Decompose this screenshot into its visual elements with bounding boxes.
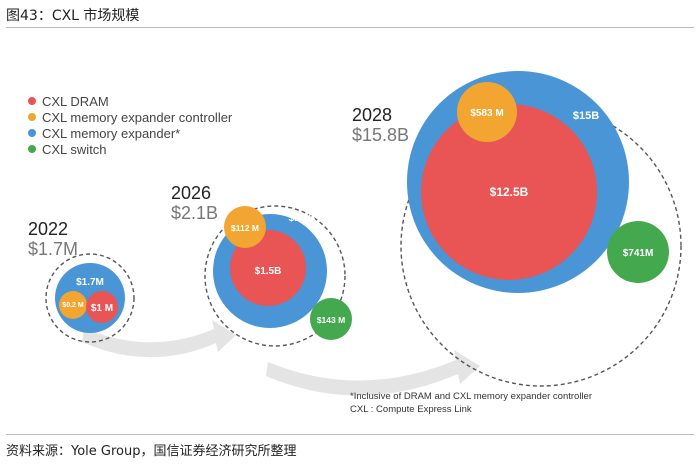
label-2026-controller: $112 M xyxy=(231,223,259,233)
legend-label-controller: CXL memory expander controller xyxy=(42,109,233,125)
bubble-2028-controller xyxy=(457,82,517,142)
legend-label-switch: CXL switch xyxy=(42,141,107,157)
label-2022-controller: $0.2 M xyxy=(62,302,84,309)
label-2026-expander: $1.9B xyxy=(289,213,316,224)
legend-dot-dram xyxy=(28,97,36,105)
bubble-2026-controller xyxy=(224,206,266,248)
label-2028-switch: $741M xyxy=(623,248,654,259)
total-2026: $2.1B xyxy=(171,203,219,223)
label-2022-dram: $1 M xyxy=(91,303,113,314)
footnote-cxl: CXL : Compute Express Link xyxy=(350,404,472,415)
footnote-inclusive: *Inclusive of DRAM and CXL memory expand… xyxy=(350,391,592,402)
arrow-2022-2026 xyxy=(82,320,236,358)
legend-item-switch: CXL switch xyxy=(28,141,232,157)
bubble-2026-switch xyxy=(310,298,352,340)
year-label-2028: 2028 $15.8B xyxy=(352,105,409,145)
label-2028-dram: $12.5B xyxy=(490,185,529,199)
year-label-2026: 2026 $2.1B xyxy=(171,183,218,223)
legend-label-dram: CXL DRAM xyxy=(42,93,109,109)
total-2022: $1.7M xyxy=(28,239,79,259)
arrow-2026-2028 xyxy=(266,350,480,396)
bubble-2028-dram xyxy=(421,104,597,280)
bubble-2026-dram xyxy=(230,230,306,306)
legend-item-controller: CXL memory expander controller xyxy=(28,109,232,125)
outline-2022 xyxy=(45,253,135,343)
legend-dot-switch xyxy=(28,145,36,153)
outline-2026 xyxy=(204,205,346,347)
year-2022: 2022 xyxy=(28,219,69,239)
bubble-2022-controller xyxy=(59,291,87,319)
legend-item-expander: CXL memory expander* xyxy=(28,125,232,141)
legend-dot-expander xyxy=(28,129,36,137)
label-2028-controller: $583 M xyxy=(470,108,503,119)
bubble-2028-switch xyxy=(607,221,669,283)
label-2026-switch: $143 M xyxy=(317,315,345,325)
legend: CXL DRAM CXL memory expander controller … xyxy=(28,93,232,157)
top-divider xyxy=(6,27,694,28)
legend-dot-controller xyxy=(28,113,36,121)
total-2028: $15.8B xyxy=(352,125,410,145)
year-2026: 2026 xyxy=(171,183,212,203)
figure-title: 图43：CXL 市场规模 xyxy=(6,8,140,24)
bottom-divider xyxy=(6,434,694,435)
label-2028-expander: $15B xyxy=(573,110,599,122)
year-2028: 2028 xyxy=(352,105,393,125)
source-note: 资料来源：Yole Group，国信证券经济研究所整理 xyxy=(6,444,297,459)
footnotes: *Inclusive of DRAM and CXL memory expand… xyxy=(350,390,592,416)
year-label-2022: 2022 $1.7M xyxy=(28,219,78,259)
legend-item-dram: CXL DRAM xyxy=(28,93,232,109)
bubble-2022-dram xyxy=(86,291,118,323)
label-2022-expander: $1.7M xyxy=(76,277,104,288)
label-2026-dram: $1.5B xyxy=(255,266,282,277)
bubble-chart: $1.7M $0.2 M $1 M $1.9B $112 M $1.5B $14… xyxy=(45,71,682,396)
legend-label-expander: CXL memory expander* xyxy=(42,125,181,141)
